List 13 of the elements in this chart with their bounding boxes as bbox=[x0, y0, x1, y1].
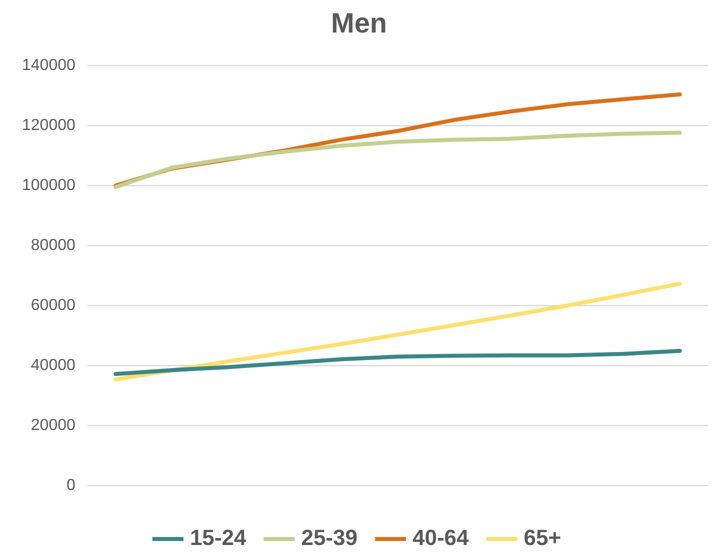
chart-title: Men bbox=[331, 8, 387, 39]
y-tick-label: 140000 bbox=[22, 57, 76, 74]
y-tick-label: 40000 bbox=[30, 357, 76, 374]
y-tick-label: 100000 bbox=[22, 177, 76, 194]
y-tick-label: 0 bbox=[66, 477, 76, 494]
y-tick-label: 60000 bbox=[30, 297, 76, 314]
y-tick-label: 20000 bbox=[30, 417, 76, 434]
legend-label: 40-64 bbox=[412, 525, 470, 550]
y-tick-label: 80000 bbox=[30, 237, 76, 254]
legend-label: 65+ bbox=[524, 525, 562, 550]
legend-label: 25-39 bbox=[301, 525, 358, 550]
legend-label: 15-24 bbox=[190, 525, 247, 550]
y-tick-label: 120000 bbox=[22, 117, 76, 134]
